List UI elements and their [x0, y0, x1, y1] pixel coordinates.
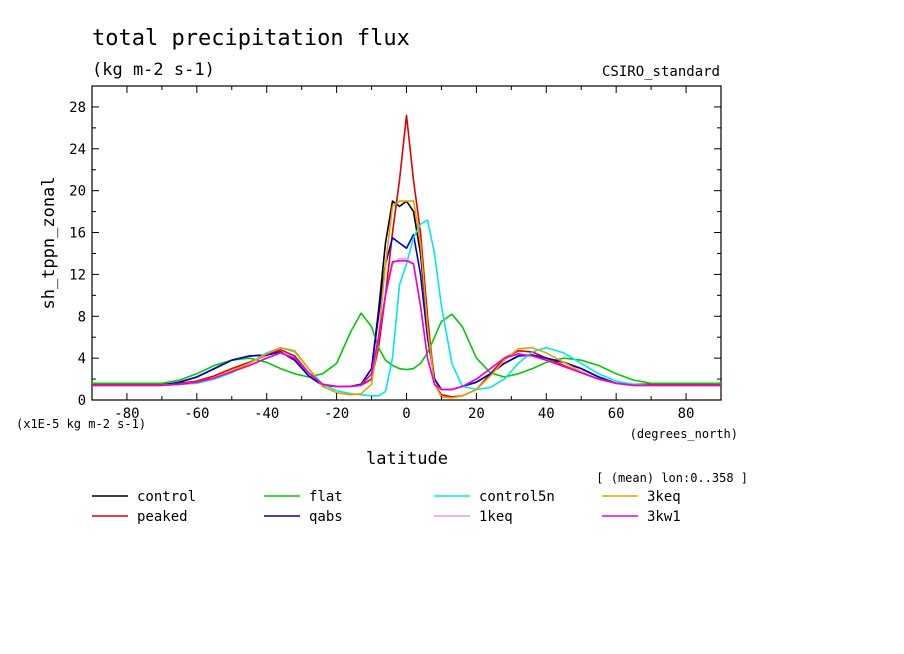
y-tick-label: 0 — [78, 393, 86, 409]
x-tick-label: 80 — [678, 406, 695, 422]
y-tick-label: 24 — [69, 142, 86, 158]
y-axis-label: sh_tppn_zonal — [39, 176, 59, 309]
chart-units: (kg m-2 s-1) — [92, 60, 215, 80]
plot-frame — [91, 85, 722, 401]
chart-title: total precipitation flux — [92, 26, 410, 51]
legend-label-3keq: 3keq — [647, 489, 681, 505]
scale-note: (x1E-5 kg m-2 s-1) — [16, 417, 146, 431]
y-tick-label: 4 — [78, 351, 86, 367]
legend-label-qabs: qabs — [309, 509, 343, 525]
legend: control flat control5n 3keq peaked qabs 1keq 3k… — [92, 489, 681, 525]
x-tick-label: 20 — [468, 406, 485, 422]
y-tick-label: 16 — [69, 226, 86, 242]
x-tick-label: -20 — [324, 406, 349, 422]
plot-area — [91, 85, 722, 401]
x-axis-label: latitude — [366, 449, 448, 469]
series-line-flat — [92, 312, 721, 385]
legend-label-1keq: 1keq — [479, 509, 513, 525]
series-line-3keq — [92, 200, 721, 399]
series-layer — [92, 114, 721, 399]
legend-label-control: control — [137, 489, 196, 505]
series-line-control — [92, 200, 721, 391]
x-units-label: (degrees_north) — [630, 427, 738, 441]
y-tick-label: 12 — [69, 267, 86, 283]
source-label: CSIRO_standard — [602, 64, 720, 80]
mean-note: [ (mean) lon:0..358 ] — [596, 471, 748, 485]
series-line-peaked — [92, 114, 721, 398]
ticks-layer: -80 -60 -40 -20 0 20 40 60 80 0 4 8 12 16 20 24 28 — [69, 85, 722, 422]
series-line-3kw1 — [92, 259, 721, 391]
legend-label-3kw1: 3kw1 — [647, 509, 681, 525]
y-tick-label: 28 — [69, 100, 86, 116]
series-line-qabs — [92, 233, 721, 391]
x-tick-label: 0 — [402, 406, 410, 422]
x-tick-label: -80 — [114, 406, 139, 422]
legend-label-flat: flat — [309, 489, 343, 505]
y-tick-label: 8 — [78, 309, 86, 325]
legend-label-control5n: control5n — [479, 489, 555, 505]
x-tick-label: -40 — [254, 406, 279, 422]
legend-label-peaked: peaked — [137, 509, 188, 525]
y-tick-label: 20 — [69, 184, 86, 200]
x-tick-label: 40 — [538, 406, 555, 422]
x-tick-label: 60 — [608, 406, 625, 422]
x-tick-label: -60 — [184, 406, 209, 422]
